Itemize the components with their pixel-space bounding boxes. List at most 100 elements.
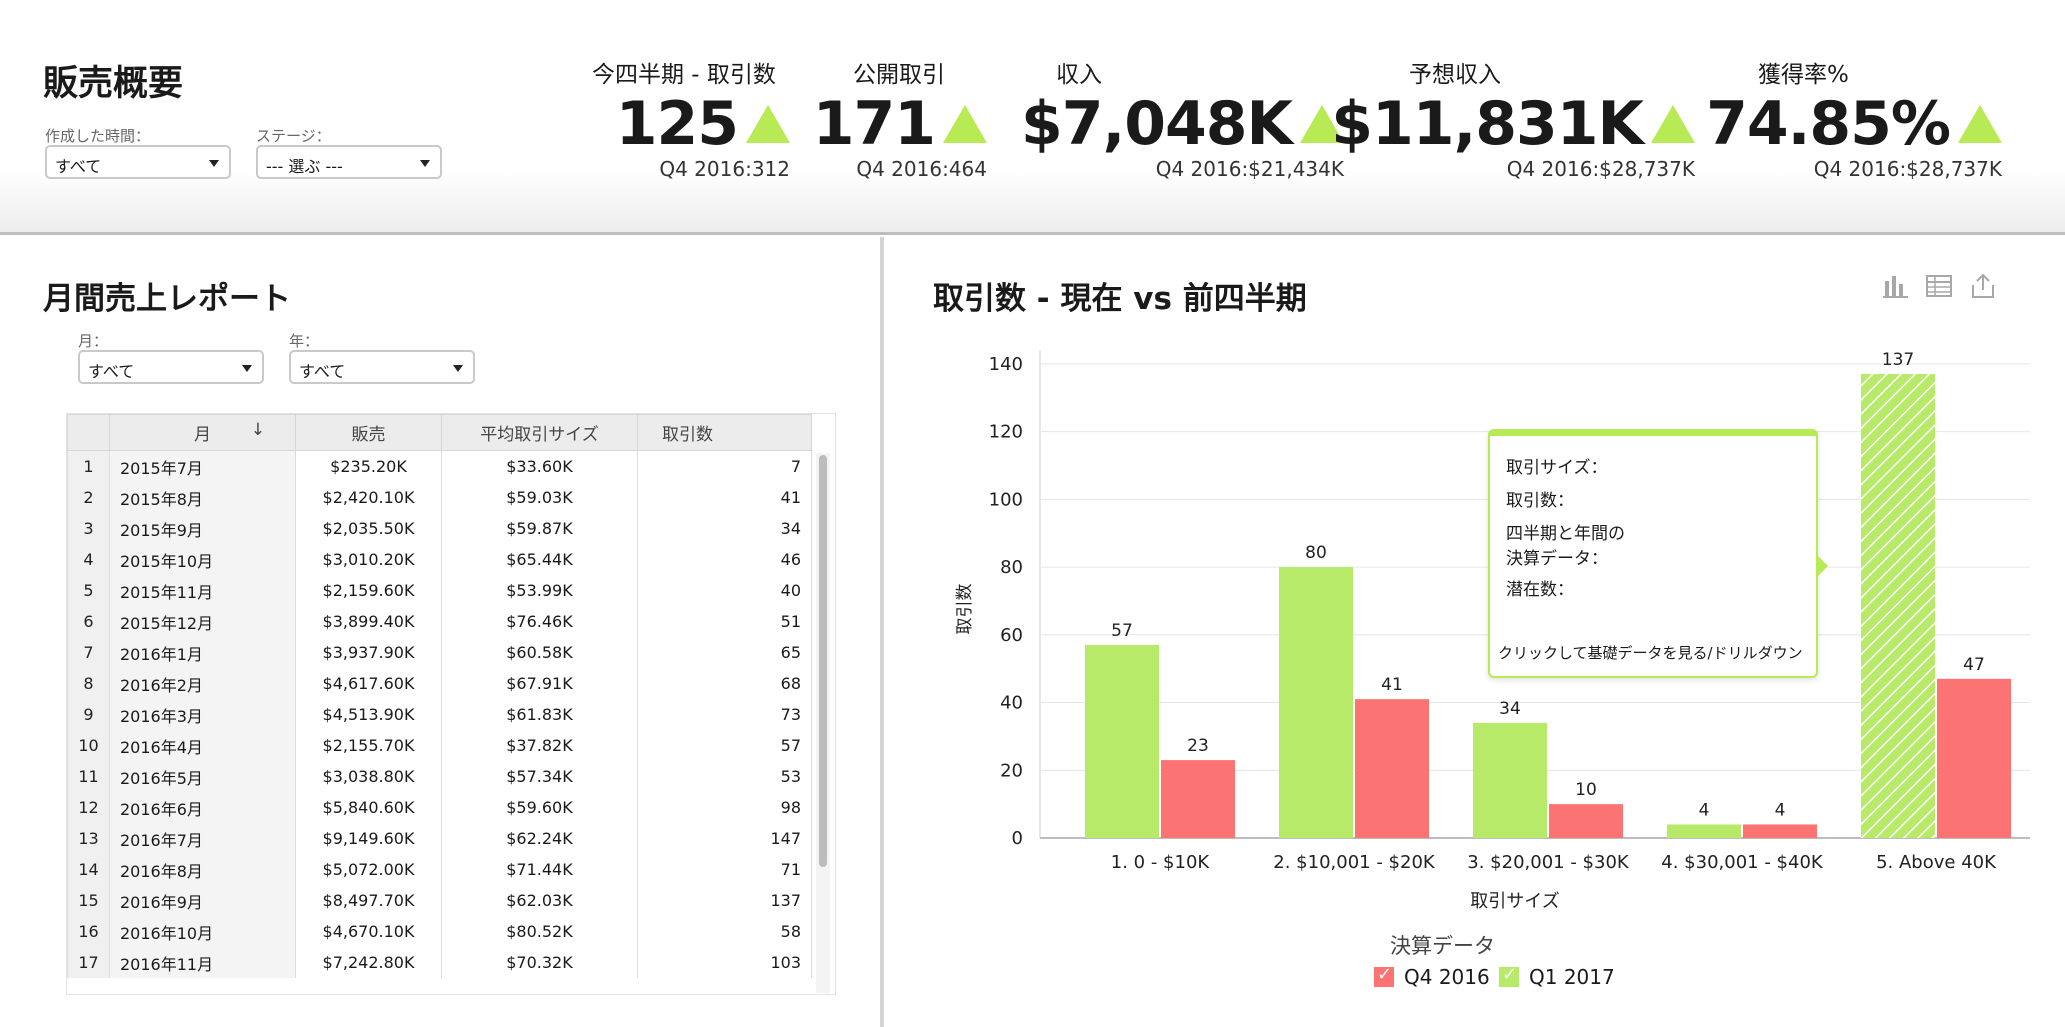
cell-avg-deal-size: $61.83K xyxy=(441,699,638,730)
created-time-label: 作成した時間： xyxy=(45,127,151,145)
table-header-row: 月 ↓ 販売 平均取引サイズ 取引数 xyxy=(67,414,812,451)
row-number: 5 xyxy=(67,575,110,606)
column-header-avg-deal-size[interactable]: 平均取引サイズ xyxy=(441,414,638,451)
month-select[interactable]: すべて xyxy=(78,350,264,384)
row-number: 9 xyxy=(67,699,110,730)
cell-deal-count: 103 xyxy=(637,947,812,978)
column-header-sales[interactable]: 販売 xyxy=(295,414,442,451)
month-value: すべて xyxy=(88,362,135,381)
bar-q1-2017[interactable] xyxy=(1085,644,1159,838)
cell-month: 2015年7月 xyxy=(109,450,296,482)
legend-item-q4-2016[interactable]: Q4 2016 xyxy=(1374,964,1490,989)
kpi-revenue: 収入 $7,048K Q4 2016:$21,434K xyxy=(1021,55,1344,185)
cell-sales: $4,513.90K xyxy=(295,699,442,730)
cell-month: 2016年4月 xyxy=(109,730,296,761)
x-tick-label: 3. $20,001 - $30K xyxy=(1467,852,1630,873)
bar-q4-2016[interactable] xyxy=(1549,804,1623,838)
row-number: 3 xyxy=(67,513,110,544)
cell-avg-deal-size: $71.44K xyxy=(441,854,638,885)
column-header-deal-count[interactable]: 取引数 xyxy=(637,414,812,451)
bar-q4-2016[interactable] xyxy=(1161,760,1235,838)
table-view-icon[interactable] xyxy=(1924,271,1954,301)
y-tick-label: 40 xyxy=(1000,693,1023,714)
cell-deal-count: 68 xyxy=(637,668,812,699)
table-row[interactable]: 13 2016年7月 $9,149.60K $62.24K 147 xyxy=(67,823,812,854)
row-number: 10 xyxy=(67,730,110,761)
bar-q1-2017[interactable] xyxy=(1473,722,1547,838)
created-time-filter: 作成した時間： すべて xyxy=(45,125,231,179)
table-row[interactable]: 12 2016年6月 $5,840.60K $59.60K 98 xyxy=(67,792,812,823)
table-row[interactable]: 3 2015年9月 $2,035.50K $59.87K 34 xyxy=(67,513,812,544)
checkbox-checked-icon[interactable] xyxy=(1374,964,1394,987)
year-select[interactable]: すべて xyxy=(289,350,475,384)
legend-item-q1-2017[interactable]: Q1 2017 xyxy=(1499,964,1615,989)
cell-sales: $4,617.60K xyxy=(295,668,442,699)
year-label: 年： xyxy=(289,332,320,350)
bar-q4-2016[interactable] xyxy=(1355,699,1429,838)
bar-q1-2017[interactable] xyxy=(1667,824,1741,838)
table-row[interactable]: 4 2015年10月 $3,010.20K $65.44K 46 xyxy=(67,544,812,575)
table-row[interactable]: 7 2016年1月 $3,937.90K $60.58K 65 xyxy=(67,637,812,668)
table-row[interactable]: 6 2015年12月 $3,899.40K $76.46K 51 xyxy=(67,606,812,637)
cell-sales: $7,242.80K xyxy=(295,947,442,978)
table-row[interactable]: 10 2016年4月 $2,155.70K $37.82K 57 xyxy=(67,730,812,761)
cell-deal-count: 98 xyxy=(637,792,812,823)
table-row[interactable]: 11 2016年5月 $3,038.80K $57.34K 53 xyxy=(67,761,812,792)
table-row[interactable]: 14 2016年8月 $5,072.00K $71.44K 71 xyxy=(67,854,812,885)
kpi-value: 74.85% xyxy=(1706,89,1951,159)
kpi-label: 獲得率% xyxy=(1758,62,1849,88)
table-row[interactable]: 1 2015年7月 $235.20K $33.60K 7 xyxy=(67,450,812,482)
tooltip-deal-size: 取引サイズ： xyxy=(1506,458,1608,478)
cell-deal-count: 40 xyxy=(637,575,812,606)
y-axis-label: 取引数 xyxy=(955,584,975,635)
table-row[interactable]: 2 2015年8月 $2,420.10K $59.03K 41 xyxy=(67,482,812,513)
cell-avg-deal-size: $59.60K xyxy=(441,792,638,823)
bar-q1-2017[interactable] xyxy=(1279,567,1353,838)
chevron-down-icon xyxy=(209,160,219,167)
cell-deal-count: 137 xyxy=(637,885,812,916)
row-number: 13 xyxy=(67,823,110,854)
bar-chart-icon[interactable] xyxy=(1881,271,1911,301)
x-tick-label: 2. $10,001 - $20K xyxy=(1273,852,1436,873)
cell-month: 2015年12月 xyxy=(109,606,296,637)
export-icon[interactable] xyxy=(1968,271,1998,301)
stage-select[interactable]: --- 選ぶ --- xyxy=(256,145,442,179)
cell-month: 2015年11月 xyxy=(109,575,296,606)
bar-q1-2017[interactable] xyxy=(1861,374,1935,838)
kpi-previous: Q4 2016:312 xyxy=(659,157,790,181)
cell-month: 2016年7月 xyxy=(109,823,296,854)
created-time-select[interactable]: すべて xyxy=(45,145,231,179)
kpi-label: 予想収入 xyxy=(1409,62,1501,88)
scrollbar-thumb[interactable] xyxy=(819,455,827,867)
chart-title: 取引数 - 現在 vs 前四半期 xyxy=(933,281,1307,317)
cell-sales: $4,670.10K xyxy=(295,916,442,947)
row-number: 2 xyxy=(67,482,110,513)
tooltip-drilldown-hint[interactable]: クリックして基礎データを見る/ドリルダウン xyxy=(1498,644,1803,662)
table-row[interactable]: 16 2016年10月 $4,670.10K $80.52K 58 xyxy=(67,916,812,947)
cell-sales: $5,072.00K xyxy=(295,854,442,885)
table-row[interactable]: 15 2016年9月 $8,497.70K $62.03K 137 xyxy=(67,885,812,916)
column-header-month[interactable]: 月 ↓ xyxy=(109,414,296,451)
tooltip-pointer xyxy=(1817,555,1828,577)
table-row[interactable]: 8 2016年2月 $4,617.60K $67.91K 68 xyxy=(67,668,812,699)
cell-avg-deal-size: $70.32K xyxy=(441,947,638,978)
cell-sales: $2,155.70K xyxy=(295,730,442,761)
tooltip-period-line1: 四半期と年間の xyxy=(1506,524,1625,544)
cell-month: 2016年11月 xyxy=(109,947,296,978)
chevron-down-icon xyxy=(420,160,430,167)
cell-deal-count: 73 xyxy=(637,699,812,730)
row-number: 4 xyxy=(67,544,110,575)
y-tick-label: 120 xyxy=(989,422,1023,443)
table-row[interactable]: 9 2016年3月 $4,513.90K $61.83K 73 xyxy=(67,699,812,730)
checkbox-checked-icon[interactable] xyxy=(1499,964,1519,987)
table-row[interactable]: 17 2016年11月 $7,242.80K $70.32K 103 xyxy=(67,947,812,978)
table-scrollbar[interactable] xyxy=(816,453,830,993)
cell-sales: $3,899.40K xyxy=(295,606,442,637)
data-label: 4 xyxy=(1775,800,1786,820)
sort-descending-icon[interactable]: ↓ xyxy=(250,420,265,440)
legend-label: Q4 2016 xyxy=(1404,965,1490,989)
cell-avg-deal-size: $59.87K xyxy=(441,513,638,544)
table-row[interactable]: 5 2015年11月 $2,159.60K $53.99K 40 xyxy=(67,575,812,606)
bar-q4-2016[interactable] xyxy=(1937,678,2011,838)
bar-q4-2016[interactable] xyxy=(1743,824,1817,838)
